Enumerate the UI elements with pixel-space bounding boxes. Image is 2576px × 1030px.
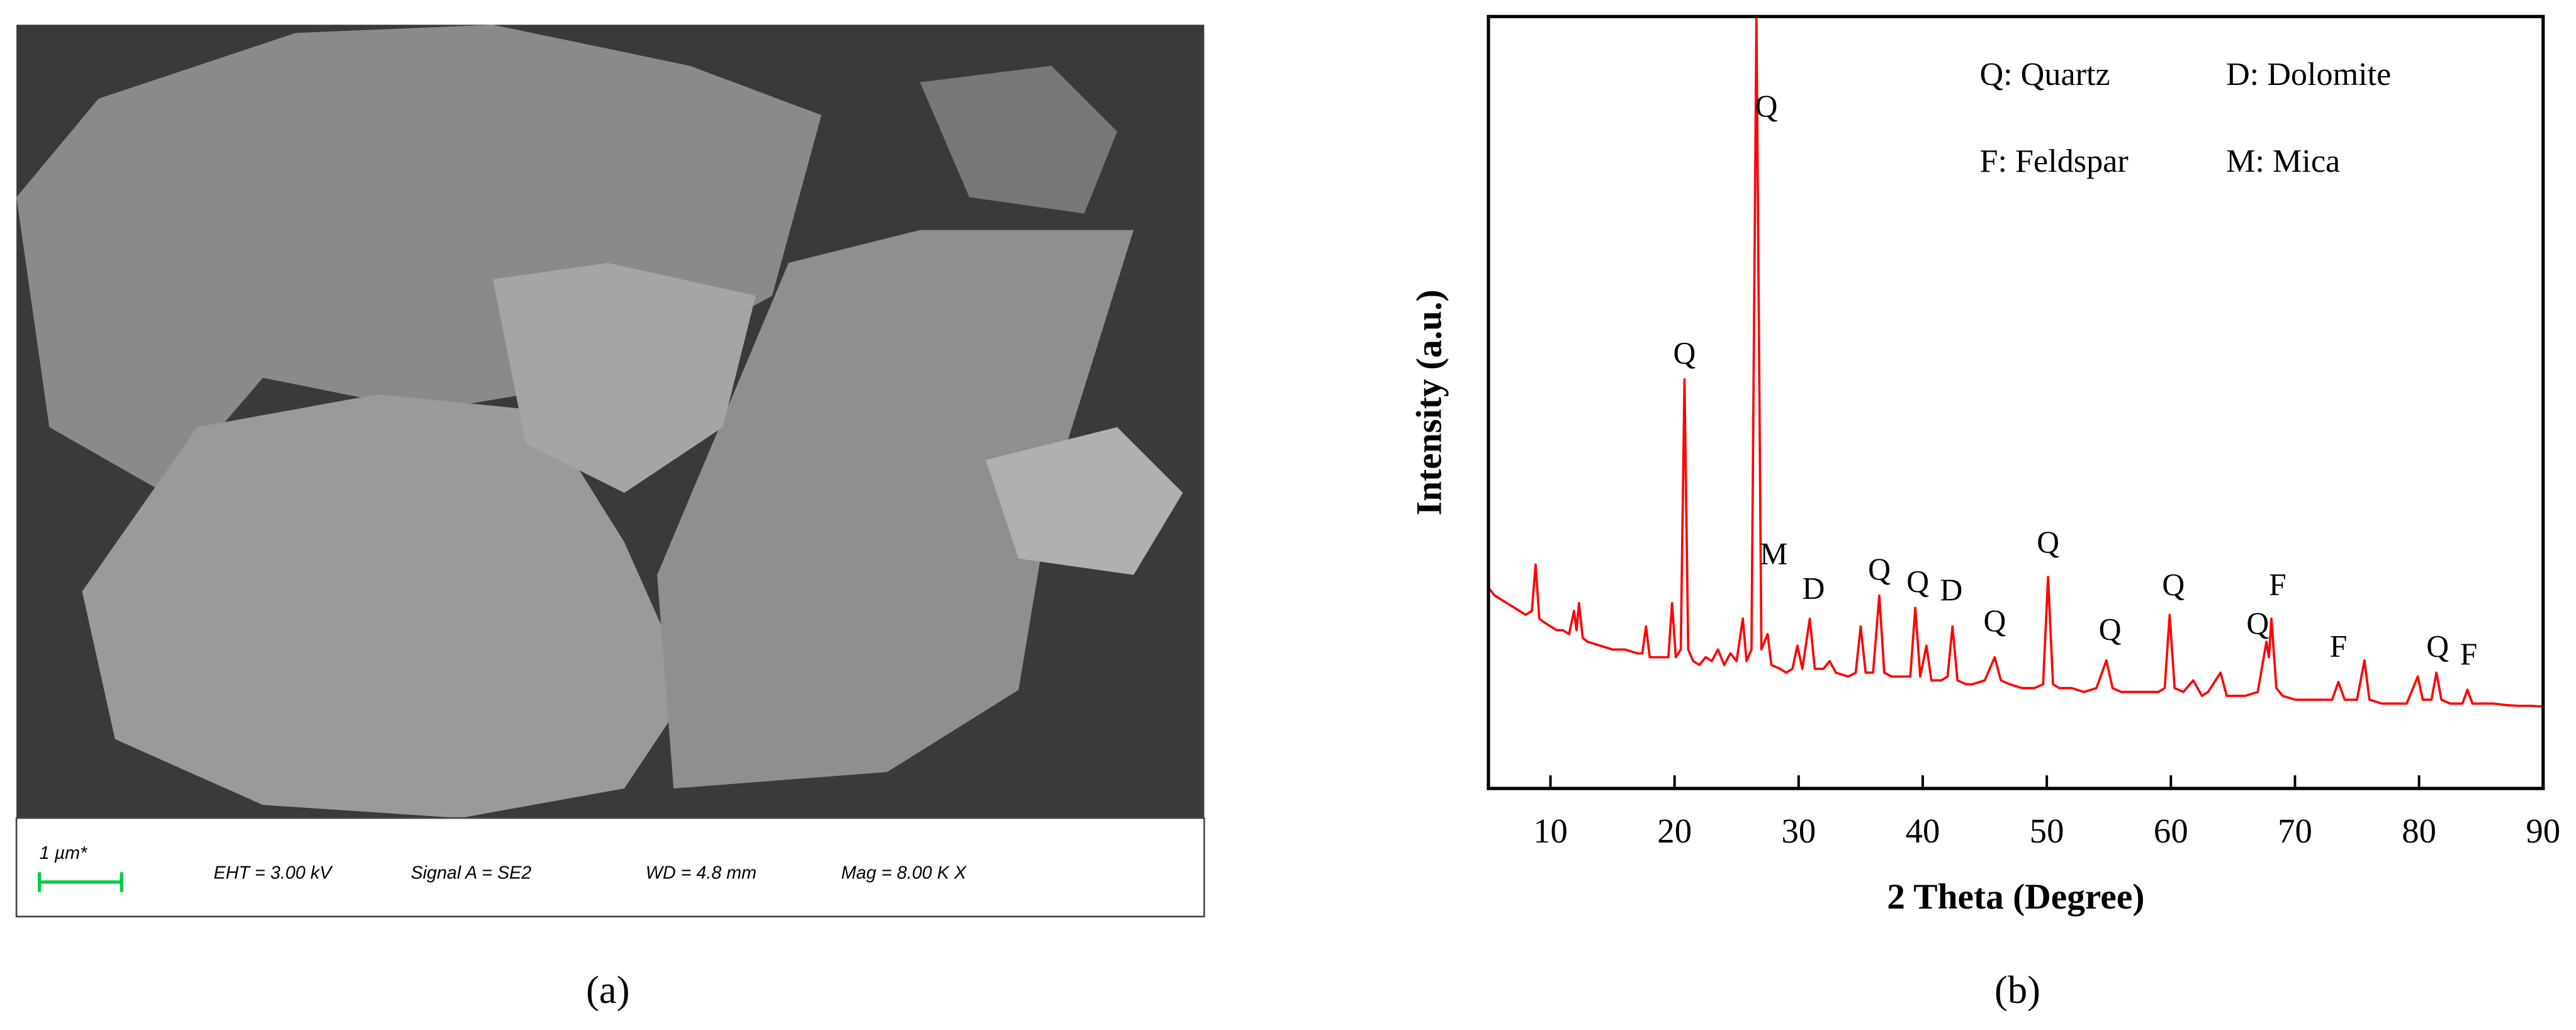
peak-label: F bbox=[2269, 568, 2286, 602]
x-tick-label: 40 bbox=[1906, 812, 1940, 850]
sem-info: EHT = 3.00 kV bbox=[213, 863, 333, 883]
peak-label: Q bbox=[2162, 568, 2185, 602]
caption: (a) bbox=[586, 968, 630, 1012]
legend-text: M: Mica bbox=[2226, 143, 2340, 179]
caption: (b) bbox=[1994, 968, 2040, 1012]
peak-label: D bbox=[1940, 573, 1962, 607]
peak-label: Q bbox=[1906, 564, 1929, 599]
x-tick-label: 60 bbox=[2154, 812, 2188, 850]
peak-label: Q bbox=[1868, 552, 1891, 586]
y-axis-label: Intensity (a.u.) bbox=[1409, 289, 1449, 515]
peak-label: F bbox=[2460, 637, 2478, 671]
sem-image bbox=[15, 25, 1205, 918]
legend-text: Q: Quartz bbox=[1979, 56, 2110, 92]
peak-label: M bbox=[1760, 536, 1787, 571]
peak-label: Q bbox=[1755, 89, 1778, 123]
peak-label: Q bbox=[1983, 603, 2006, 638]
sem-info: Signal A = SE2 bbox=[411, 863, 532, 883]
peak-label: Q bbox=[2099, 612, 2122, 647]
peak-label: Q bbox=[2426, 629, 2449, 664]
peak-label: Q bbox=[1673, 335, 1696, 370]
peak-label: F bbox=[2330, 629, 2348, 664]
x-tick-label: 20 bbox=[1657, 812, 1692, 850]
sem-info: WD = 4.8 mm bbox=[646, 863, 756, 883]
x-tick-label: 80 bbox=[2402, 812, 2436, 850]
scale-bar-label: 1 µm* bbox=[40, 843, 87, 863]
x-tick-label: 10 bbox=[1533, 812, 1568, 850]
plot-frame bbox=[1487, 14, 2545, 790]
peak-label: D bbox=[1803, 571, 1825, 606]
x-tick-label: 90 bbox=[2526, 812, 2560, 850]
xrd-line bbox=[1487, 15, 2543, 708]
x-tick-label: 50 bbox=[2030, 812, 2064, 850]
legend-text: F: Feldspar bbox=[1979, 143, 2128, 179]
x-tick-label: 70 bbox=[2278, 812, 2312, 850]
sem-info: Mag = 8.00 K X bbox=[841, 863, 967, 883]
peak-label: Q bbox=[2246, 606, 2269, 641]
x-tick-label: 30 bbox=[1781, 812, 1816, 850]
peak-label: Q bbox=[2037, 525, 2059, 559]
x-axis-label: 2 Theta (Degree) bbox=[1887, 877, 2144, 917]
legend-text: D: Dolomite bbox=[2226, 56, 2391, 92]
